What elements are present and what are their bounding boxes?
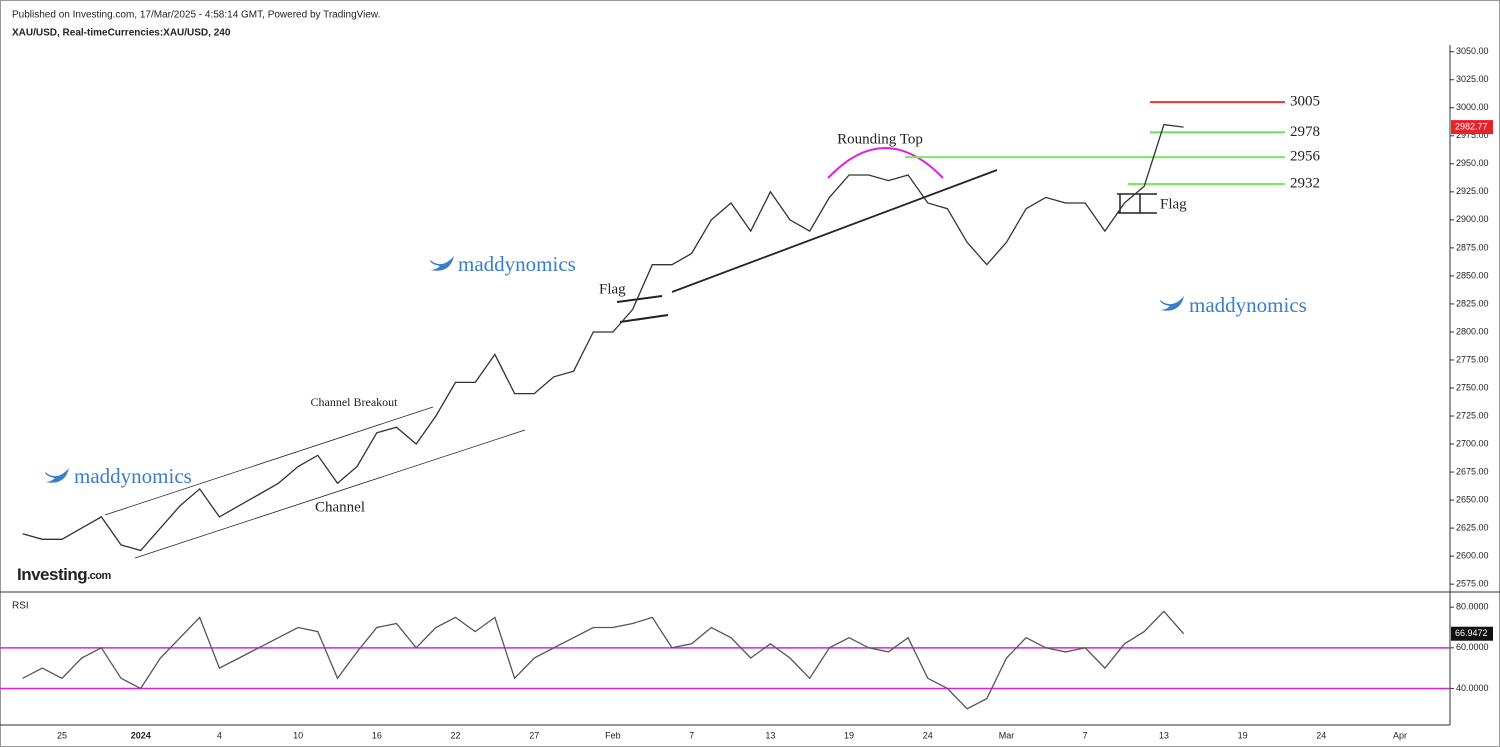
last-value-label: 66.9472 [1455,628,1488,638]
watermark: maddynomics maddynomics maddynomics [45,252,1307,488]
annotation: Flag [1160,196,1187,212]
y-tick-label: 2650.00 [1456,494,1489,504]
flag-box [1117,193,1157,214]
bird-icon [430,256,454,271]
price-line [22,610,1185,710]
y-tick-label: 2750.00 [1456,382,1489,392]
y-tick-label: 2900.00 [1456,214,1489,224]
bird-icon [1160,296,1184,311]
last-value-tag [1451,120,1493,135]
flag-line [616,295,663,303]
x-tick-label: Feb [605,730,621,740]
x-tick-label: Apr [1393,730,1407,740]
y-tick-label: 2950.00 [1456,158,1489,168]
y-tick-label: 40.0000 [1456,683,1489,693]
level-label: 3005 [1290,94,1320,110]
level-label: 2956 [1290,149,1321,165]
y-tick-label: 2600.00 [1456,551,1489,561]
annotation: Rounding Top [837,131,923,147]
last-value-label: 2982.77 [1455,121,1488,131]
panel-title: RSI [12,601,29,612]
published: Published on Investing.com, 17/Mar/2025 … [12,10,380,21]
y-tick-label: 2575.00 [1456,579,1489,589]
y-tick-label: 3025.00 [1456,74,1489,84]
x-tick-label: 7 [689,730,694,740]
y-tick-label: 2925.00 [1456,186,1489,196]
x-tick-label: 7 [1083,730,1088,740]
x-tick-label: 27 [529,730,539,740]
watermark-text: maddynomics [458,252,576,276]
x-tick-label: 10 [293,730,303,740]
channel-lower [134,429,526,559]
y-tick-label: 2775.00 [1456,354,1489,364]
level-label: 2932 [1290,175,1320,191]
watermark-text: maddynomics [1189,293,1307,317]
x-tick-label: 13 [765,730,775,740]
x-tick-label: 22 [451,730,461,740]
trend-line [671,169,998,293]
x-tick-label: 16 [372,730,382,740]
y-tick-label: 80.0000 [1456,602,1489,612]
y-tick-label: 2825.00 [1456,298,1489,308]
logo-name: Investing [17,565,87,584]
x-tick-label: 13 [1159,730,1169,740]
symbol: XAU/USD, Real-timeCurrencies:XAU/USD, 24… [12,28,231,39]
x-tick-label: 2024 [131,730,151,740]
rounding-arc [827,147,944,179]
y-tick-label: 2725.00 [1456,410,1489,420]
level-label: 2978 [1290,124,1320,140]
y-tick-label: 2675.00 [1456,466,1489,476]
watermark-text: maddynomics [74,464,192,488]
logo-suffix: .com [87,570,111,582]
y-tick-label: 3050.00 [1456,46,1489,56]
x-tick-label: 24 [1316,730,1326,740]
y-tick-label: 2700.00 [1456,438,1489,448]
y-tick-label: 2850.00 [1456,270,1489,280]
y-tick-label: 2625.00 [1456,522,1489,532]
annotation: Channel [315,499,365,515]
bird-icon [45,468,69,483]
last-value-tag [1451,626,1493,641]
x-tick-label: 19 [844,730,854,740]
y-tick-label: 2800.00 [1456,326,1489,336]
logo: Investing.com [17,565,112,584]
x-tick-label: 4 [217,730,222,740]
annotation: Channel Breakout [311,395,399,409]
y-tick-label: 2975.00 [1456,130,1489,140]
x-tick-label: 19 [1238,730,1248,740]
y-tick-label: 3000.00 [1456,102,1489,112]
x-tick-label: Mar [999,730,1015,740]
annotation: Flag [599,281,626,297]
channel-upper [104,406,434,516]
price-line [22,123,1184,552]
x-tick-label: 25 [57,730,67,740]
x-tick-label: 24 [923,730,933,740]
y-tick-label: 2875.00 [1456,242,1489,252]
flag-line [619,314,669,323]
y-tick-label: 60.0000 [1456,642,1489,652]
